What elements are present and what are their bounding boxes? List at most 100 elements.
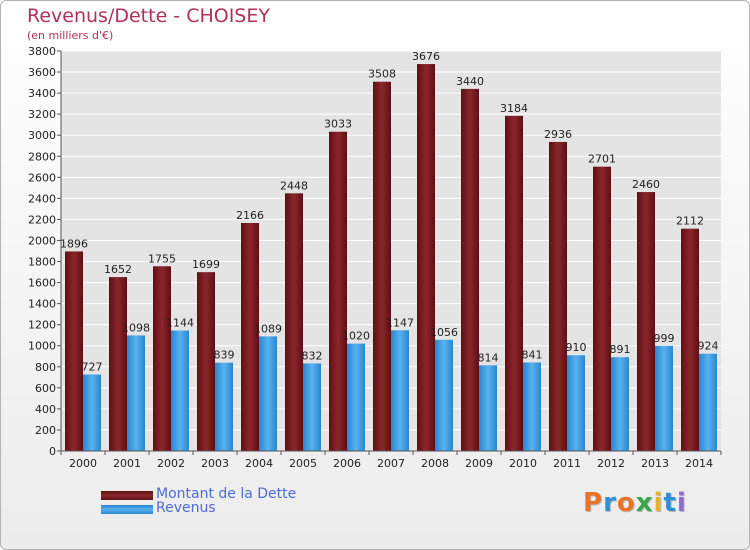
logo-letter: r: [603, 488, 617, 518]
bar-dette: [65, 251, 83, 451]
bar-revenus: [699, 353, 717, 451]
data-label-dette: 2936: [544, 128, 572, 141]
y-tick-label: 3600: [28, 66, 56, 79]
data-label-dette: 3184: [500, 102, 528, 115]
bar-revenus: [435, 339, 453, 451]
x-tick-label: 2003: [201, 457, 229, 470]
bar-dette: [329, 131, 347, 451]
y-tick-label: 600: [35, 382, 56, 395]
data-label-revenus: 727: [82, 360, 103, 373]
data-label-dette: 1755: [148, 252, 176, 265]
bar-dette: [153, 266, 171, 451]
x-tick-label: 2008: [421, 457, 449, 470]
chart-subtitle: (en milliers d'€): [27, 29, 114, 42]
y-tick-label: 0: [49, 445, 56, 458]
x-tick-label: 2007: [377, 457, 405, 470]
bar-dette: [549, 141, 567, 451]
x-tick-label: 2009: [465, 457, 493, 470]
data-label-dette: 2460: [632, 178, 660, 191]
y-tick-label: 2800: [28, 150, 56, 163]
bar-dette: [681, 228, 699, 451]
bar-revenus: [259, 336, 277, 451]
bar-dette: [373, 81, 391, 451]
data-label-revenus: 832: [302, 349, 323, 362]
bar-revenus: [303, 363, 321, 451]
y-tick-label: 1000: [28, 340, 56, 353]
x-tick-label: 2005: [289, 457, 317, 470]
x-tick-label: 2006: [333, 457, 361, 470]
y-tick-label: 3200: [28, 108, 56, 121]
y-tick-label: 2400: [28, 192, 56, 205]
logo-letter: t: [663, 488, 677, 518]
data-label-dette: 3676: [412, 50, 440, 63]
logo-letter: o: [616, 488, 636, 518]
bar-revenus: [215, 362, 233, 451]
x-tick-label: 2013: [641, 457, 669, 470]
data-label-revenus: 814: [478, 351, 499, 364]
y-tick-label: 1800: [28, 256, 56, 269]
y-tick-label: 3800: [28, 45, 56, 58]
data-label-dette: 2701: [588, 153, 616, 166]
x-tick-label: 2004: [245, 457, 273, 470]
data-label-revenus: 924: [698, 340, 719, 353]
y-tick-label: 400: [35, 403, 56, 416]
bar-dette: [285, 193, 303, 451]
data-label-dette: 1699: [192, 258, 220, 271]
x-tick-label: 2012: [597, 457, 625, 470]
x-tick-label: 2001: [113, 457, 141, 470]
y-tick-label: 3400: [28, 87, 56, 100]
bar-revenus: [611, 357, 629, 451]
bar-revenus: [83, 374, 101, 451]
x-tick-label: 2014: [685, 457, 713, 470]
legend-label-debt: Montant de la Dette: [156, 486, 297, 502]
data-label-revenus: 1144: [166, 317, 194, 330]
legend-swatch-debt: [101, 491, 153, 500]
proxiti-logo: Proxiti: [583, 488, 687, 518]
y-tick-label: 1400: [28, 298, 56, 311]
bar-dette: [417, 64, 435, 452]
data-label-dette: 1896: [60, 237, 88, 250]
bar-revenus: [567, 355, 585, 451]
bar-revenus: [127, 335, 145, 451]
bar-dette: [505, 115, 523, 451]
y-tick-label: 200: [35, 424, 56, 437]
logo-letter: i: [653, 488, 664, 518]
y-tick-label: 1600: [28, 277, 56, 290]
y-tick-label: 2000: [28, 234, 56, 247]
y-tick-label: 2200: [28, 213, 56, 226]
logo-letter: P: [583, 488, 604, 518]
data-label-revenus: 910: [566, 341, 587, 354]
data-label-dette: 2166: [236, 209, 264, 222]
legend-label-revenus: Revenus: [156, 500, 216, 516]
bar-revenus: [479, 365, 497, 451]
chart-title: Revenus/Dette - CHOISEY: [27, 5, 270, 27]
data-label-revenus: 999: [654, 332, 675, 345]
y-tick-label: 3000: [28, 129, 56, 142]
data-label-revenus: 1056: [430, 326, 458, 339]
data-label-revenus: 1147: [386, 316, 414, 329]
bar-dette: [593, 166, 611, 451]
bar-revenus: [347, 343, 365, 451]
x-tick-label: 2000: [69, 457, 97, 470]
bar-revenus: [523, 362, 541, 451]
legend-swatch-revenus: [101, 505, 153, 514]
data-label-revenus: 891: [610, 343, 631, 356]
x-tick-label: 2011: [553, 457, 581, 470]
bar-dette: [461, 88, 479, 451]
data-label-revenus: 1098: [122, 321, 150, 334]
data-label-revenus: 839: [214, 349, 235, 362]
bar-dette: [197, 272, 215, 451]
data-label-dette: 3440: [456, 75, 484, 88]
data-label-dette: 1652: [104, 263, 132, 276]
data-label-revenus: 1089: [254, 322, 282, 335]
data-label-dette: 2112: [676, 215, 704, 228]
bar-dette: [109, 277, 127, 451]
data-label-dette: 3033: [324, 118, 352, 131]
bar-revenus: [391, 330, 409, 451]
y-tick-label: 800: [35, 361, 56, 374]
data-label-dette: 2448: [280, 179, 308, 192]
y-tick-label: 1200: [28, 319, 56, 332]
data-label-revenus: 841: [522, 348, 543, 361]
